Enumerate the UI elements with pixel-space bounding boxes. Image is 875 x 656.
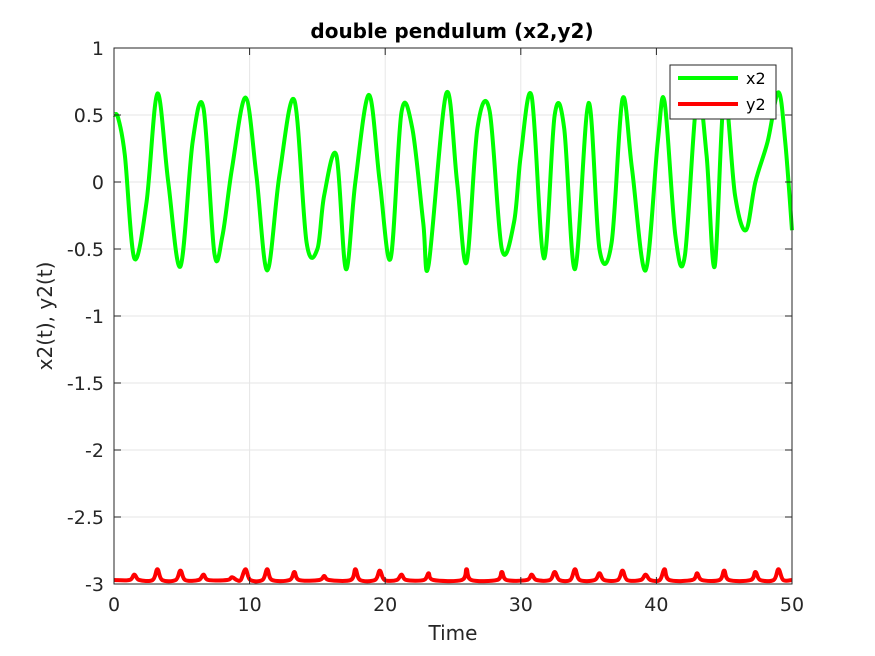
x-tick-label: 20 xyxy=(373,594,397,616)
y-tick-label: 0 xyxy=(92,172,104,194)
legend-label-x2: x2 xyxy=(746,69,766,88)
series-line-y2 xyxy=(113,567,793,584)
y-tick-label: -0.5 xyxy=(67,239,104,261)
y-tick-label: 0.5 xyxy=(74,105,104,127)
y-tick-label: -3 xyxy=(85,574,104,596)
x-axis-ticks: 0 10 20 30 40 50 xyxy=(108,48,804,616)
x-tick-label: 30 xyxy=(509,594,533,616)
chart-title: double pendulum (x2,y2) xyxy=(310,19,593,43)
y-tick-label: -2.5 xyxy=(67,507,104,529)
series-line-x2 xyxy=(112,89,794,274)
legend-box xyxy=(669,64,777,120)
y-tick-label: -2 xyxy=(85,440,104,462)
legend-label-y2: y2 xyxy=(746,95,766,114)
y-axis-label: x2(t), y2(t) xyxy=(33,262,57,371)
x-tick-label: 40 xyxy=(644,594,668,616)
x-tick-label: 0 xyxy=(108,594,120,616)
y-tick-label: 1 xyxy=(92,38,104,60)
series-layer xyxy=(112,89,794,584)
x-tick-label: 10 xyxy=(238,594,262,616)
y-tick-label: -1.5 xyxy=(67,373,104,395)
y-tick-label: -1 xyxy=(85,306,104,328)
x-axis-label: Time xyxy=(428,621,478,645)
x-tick-label: 50 xyxy=(780,594,804,616)
y-axis-ticks: 1 0.5 0 -0.5 -1 -1.5 -2 -2.5 -3 xyxy=(67,38,792,596)
legend: x2 y2 xyxy=(669,64,777,120)
